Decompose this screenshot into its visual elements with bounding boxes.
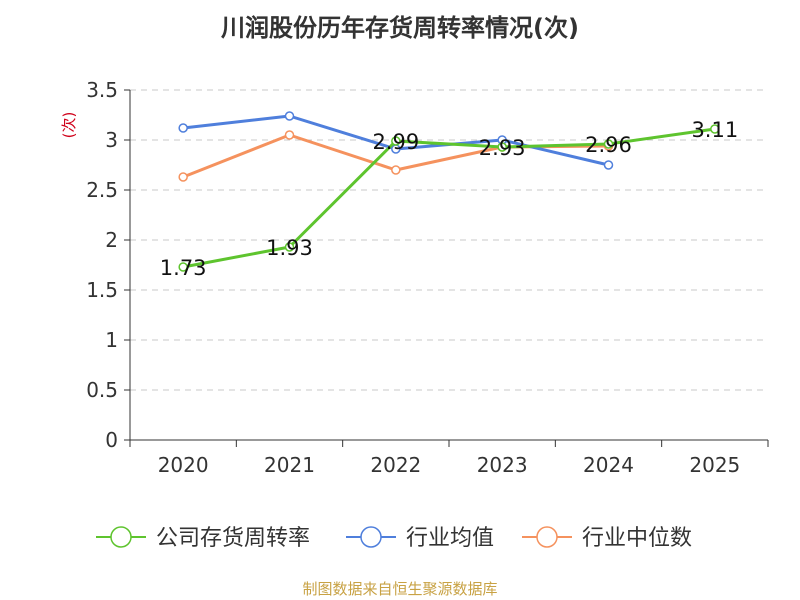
chart-title: 川润股份历年存货周转率情况(次): [221, 14, 579, 42]
y-tick-label-7: 3.5: [86, 78, 118, 102]
data-point-s0-2021[interactable]: [284, 242, 295, 252]
legend[interactable]: 公司存货周转率 行业均值 行业中位数: [96, 526, 692, 551]
legend-label-1: 行业均值: [406, 526, 494, 551]
data-point-s0-2022[interactable]: [391, 136, 401, 146]
axis-layer: 0 0.5 1 1.5 2 2.5 3 3.5 2020 2021 2022 2023 2024 2025…: [60, 78, 769, 477]
legend-item-1[interactable]: 行业均值: [346, 526, 494, 551]
data-point-s1-2021[interactable]: [284, 111, 295, 121]
data-point-s2-2021[interactable]: [284, 130, 295, 140]
data-label-2020: 1.73: [160, 256, 207, 280]
x-tick-label-2020: 2020: [158, 453, 209, 477]
data-point-s0-2024[interactable]: [603, 139, 614, 149]
data-label-2025: 3.11: [691, 118, 738, 142]
data-label-2023: 2.93: [479, 136, 526, 160]
data-point-s2-2022[interactable]: [391, 165, 401, 175]
legend-marker-2: [536, 526, 558, 548]
data-point-s0-2023[interactable]: [497, 142, 507, 152]
x-tick-label-2023: 2023: [477, 453, 528, 477]
y-tick-label-2: 1: [105, 328, 118, 352]
y-tick-label-6: 3: [105, 128, 118, 152]
series-line-0: [182, 127, 716, 269]
x-tick-label-2024: 2024: [583, 453, 634, 477]
data-point-s1-2024[interactable]: [603, 160, 614, 170]
legend-marker-0: [110, 526, 132, 548]
grid-layer: [130, 89, 768, 391]
y-tick-label-1: 0.5: [86, 378, 118, 402]
y-tick-label-4: 2: [105, 228, 118, 252]
y-tick-label-0: 0: [105, 428, 118, 452]
data-label-2021: 1.93: [266, 236, 313, 260]
data-point-s0-2020[interactable]: [178, 262, 188, 272]
series-layer: [178, 111, 720, 272]
x-tick-label-2021: 2021: [264, 453, 315, 477]
legend-item-0[interactable]: 公司存货周转率: [96, 526, 310, 551]
y-tick-label-3: 1.5: [86, 278, 118, 302]
source-note: 制图数据来自恒生聚源数据库: [302, 580, 498, 598]
data-label-2022: 2.99: [372, 130, 419, 154]
y-tick-label-5: 2.5: [86, 178, 118, 202]
data-label-layer: 1.73 1.93 2.99 2.93 2.96 3.11: [160, 118, 738, 280]
legend-item-2[interactable]: 行业中位数: [522, 526, 692, 551]
y-axis-label: (次): [60, 112, 78, 139]
x-tick-label-2025: 2025: [689, 453, 740, 477]
data-point-s1-2020[interactable]: [178, 123, 188, 133]
data-point-s2-2020[interactable]: [178, 172, 188, 182]
legend-label-2: 行业中位数: [582, 526, 692, 551]
data-label-2024: 2.96: [585, 133, 632, 157]
data-point-s0-2025[interactable]: [710, 124, 720, 134]
legend-marker-1: [360, 526, 382, 548]
legend-label-0: 公司存货周转率: [156, 526, 310, 551]
x-tick-label-2022: 2022: [370, 453, 421, 477]
